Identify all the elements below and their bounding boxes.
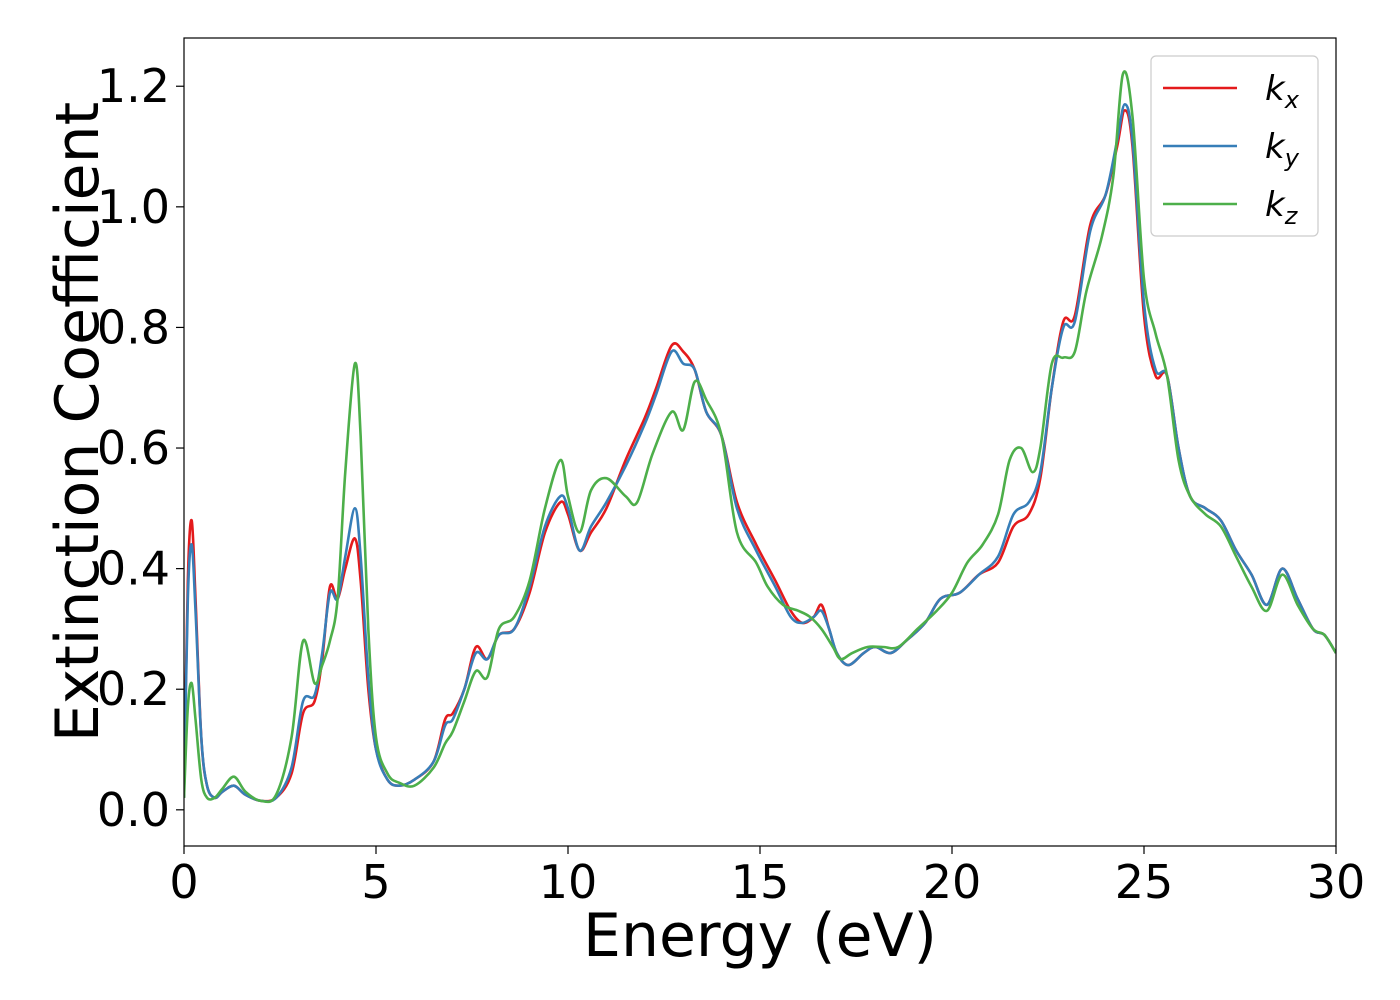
x-tick-label: 10 — [539, 855, 598, 909]
x-tick-label: 20 — [923, 855, 982, 909]
x-tick-label: 15 — [731, 855, 790, 909]
x-axis-ticks: 0 5 10 15 20 25 30 — [169, 846, 1365, 909]
legend-label-subscript: y — [1284, 144, 1300, 172]
y-tick-label: 1.2 — [97, 59, 170, 113]
legend-label-z: kz — [1265, 185, 1299, 230]
y-tick-label: 1.0 — [97, 180, 170, 234]
legend-label-x: kx — [1265, 69, 1300, 114]
y-axis-ticks: 0.0 0.2 0.4 0.6 0.8 1.0 1.2 — [97, 59, 184, 837]
legend-label-subscript: z — [1284, 202, 1299, 230]
x-tick-label: 0 — [169, 855, 198, 909]
y-tick-label: 0.4 — [97, 542, 170, 596]
y-axis-label: Extinction Coefficient — [43, 102, 113, 742]
x-axis-label: Energy (eV) — [583, 901, 937, 971]
legend-label-y: ky — [1265, 127, 1300, 172]
y-tick-label: 0.0 — [97, 783, 170, 837]
x-tick-label: 30 — [1307, 855, 1366, 909]
series-line-z — [184, 70, 1336, 804]
x-tick-label: 25 — [1115, 855, 1174, 909]
y-tick-label: 0.6 — [97, 421, 170, 475]
y-tick-label: 0.2 — [97, 662, 170, 716]
series-line-y — [184, 103, 1336, 803]
y-tick-label: 0.8 — [97, 300, 170, 354]
x-tick-label: 5 — [361, 855, 390, 909]
legend-label-base: k — [1265, 185, 1286, 225]
legend-label-subscript: x — [1284, 86, 1300, 114]
legend-label-base: k — [1265, 127, 1286, 167]
plot-lines — [184, 70, 1336, 804]
legend-label-base: k — [1265, 69, 1286, 109]
